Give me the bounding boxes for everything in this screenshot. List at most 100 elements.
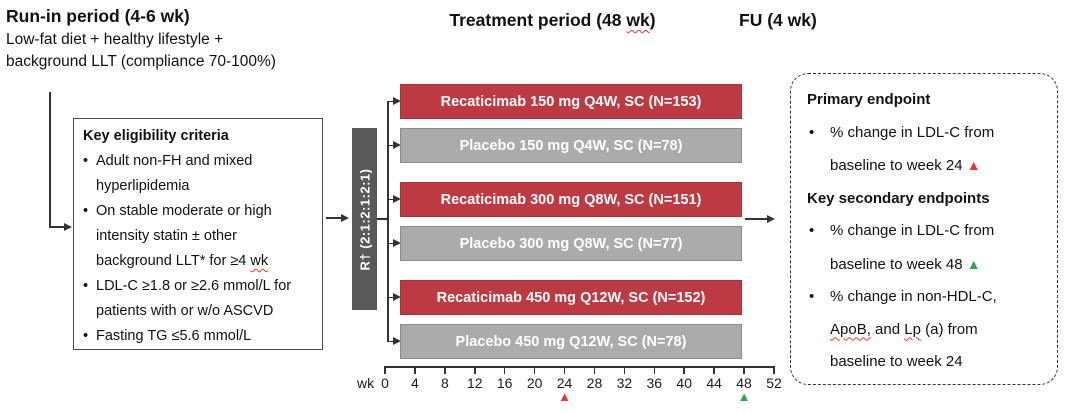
axis-tick (563, 366, 566, 374)
randomization-label: R† (2:1:2:1:2:1) (357, 168, 373, 270)
run-in-connector-vertical-line (49, 92, 51, 227)
secondary-endpoint-2-and: and (875, 320, 901, 338)
secondary-endpoint-2-lp: Lp (904, 320, 921, 338)
eligibility-item-3: • LDL-C ≥1.8 or ≥2.6 mmol/L for patients… (83, 274, 316, 324)
secondary-endpoint-1-line1: % change in LDL-C from (830, 222, 995, 239)
arm-bar-recaticimab-300: Recaticimab 300 mg Q8W, SC (N=151) (400, 182, 742, 217)
arrow-right-icon (767, 214, 775, 223)
arms-to-endpoints-line (745, 218, 768, 220)
bullet-icon: • (83, 328, 89, 344)
secondary-endpoint-1-line2: baseline to week 48 ▲ (830, 248, 1049, 282)
eligibility-to-randomization-line (326, 217, 342, 219)
arrow-right-icon (393, 141, 401, 149)
axis-tick (384, 366, 386, 374)
bullet-icon: • (83, 203, 89, 219)
axis-tick (414, 366, 416, 374)
arrow-right-icon (64, 222, 72, 231)
branch-line-4 (387, 242, 394, 244)
randomization-connector-line (377, 218, 388, 220)
axis-tick (743, 366, 745, 374)
axis-tick-label: 44 (706, 375, 722, 391)
axis-tick (474, 366, 476, 374)
eligibility-item-2-line3-text: background LLT* for ≥4 (96, 253, 247, 269)
secondary-endpoints-title: Key secondary endpoints (807, 189, 990, 207)
axis-tick-label: 4 (411, 375, 419, 391)
treatment-title-wk: wk (626, 10, 650, 30)
branch-line-1 (387, 100, 394, 102)
axis-tick (653, 366, 656, 374)
eligibility-item-4: • Fasting TG ≤5.6 mmol/L (83, 324, 316, 349)
follow-up-title: FU (4 wk) (739, 10, 817, 30)
secondary-endpoint-2-line3: baseline to week 24 (830, 353, 963, 370)
eligibility-item-1: • Adult non-FH and mixed hyperlipidemia (83, 149, 316, 199)
arm-label: Placebo 450 mg Q12W, SC (N=78) (455, 333, 687, 350)
bullet-icon: • (809, 222, 815, 239)
secondary-endpoint-2-line1: % change in non-HDL-C, (830, 288, 997, 305)
secondary-endpoint-item-2: • % change in non-HDL-C, ApoB, and Lp (a… (807, 281, 1049, 379)
red-triangle-icon: ▲ (966, 157, 981, 173)
axis-tick-label: 20 (526, 375, 543, 391)
eligibility-item-4-line1: Fasting TG ≤5.6 mmol/L (96, 328, 252, 344)
eligibility-title: Key eligibility criteria (83, 128, 229, 144)
arrow-right-icon (393, 337, 401, 345)
axis-tick (683, 366, 685, 374)
arm-label: Recaticimab 150 mg Q4W, SC (N=153) (440, 93, 702, 110)
axis-tick (773, 366, 775, 374)
axis-tick-label: 16 (496, 375, 513, 391)
run-in-description-line1: Low-fat diet + healthy lifestyle + (6, 31, 224, 48)
run-in-period-title: Run-in period (4-6 wk) (6, 6, 190, 26)
axis-tick (503, 366, 506, 374)
primary-endpoint-line1: % change in LDL-C from (830, 123, 995, 141)
run-in-description-line2: background LLT (compliance 70-100%) (6, 53, 276, 70)
eligibility-item-1-line2: hyperlipidemia (96, 178, 190, 194)
branch-line-6 (387, 340, 394, 342)
arm-bar-placebo-150: Placebo 150 mg Q4W, SC (N=78) (400, 128, 742, 163)
arm-bar-recaticimab-450: Recaticimab 450 mg Q12W, SC (N=152) (400, 280, 742, 315)
arm-label: Recaticimab 450 mg Q12W, SC (N=152) (436, 289, 706, 306)
arrow-right-icon (341, 213, 349, 222)
axis-tick-label: 8 (440, 375, 449, 391)
secondary-endpoint-2-line2: ApoB, and Lp (a) from (830, 314, 1049, 347)
axis-tick-label: 12 (466, 375, 483, 391)
axis-tick-label: 28 (586, 375, 603, 391)
arm-label: Recaticimab 300 mg Q8W, SC (N=151) (440, 191, 702, 208)
arrow-right-icon (393, 239, 401, 247)
arm-label: Placebo 150 mg Q4W, SC (N=78) (459, 137, 683, 154)
axis-tick-label: 52 (766, 375, 782, 391)
axis-tick (444, 366, 446, 374)
axis-tick (713, 366, 715, 374)
eligibility-item-2-line3-wk: wk (250, 253, 269, 269)
branch-spine-line (387, 101, 389, 342)
axis-tick (593, 366, 596, 374)
axis-tick-label: 40 (676, 375, 693, 391)
primary-endpoint-line2: baseline to week 24 ▲ (830, 149, 1049, 183)
primary-endpoint-line2-text: baseline to week 24 (830, 157, 963, 174)
endpoints-box: Primary endpoint • % change in LDL-C fro… (790, 73, 1058, 385)
treatment-period-title: Treatment period (48 wk) (380, 10, 725, 31)
axis-tick-label: 36 (646, 375, 663, 391)
arrow-right-icon (393, 195, 401, 203)
axis-tick-label: 48 (736, 375, 752, 391)
secondary-endpoint-1-line2-text: baseline to week 48 (830, 255, 963, 273)
run-in-connector-horizontal-line (49, 226, 65, 228)
arm-bar-placebo-300: Placebo 300 mg Q8W, SC (N=77) (400, 226, 742, 261)
axis-tick (623, 366, 626, 374)
eligibility-criteria-box: Key eligibility criteria • Adult non-FH … (73, 118, 323, 350)
bullet-icon: • (809, 288, 815, 305)
axis-unit-label: wk (357, 375, 375, 391)
run-in-period-description: Low-fat diet + healthy lifestyle + backg… (6, 29, 276, 73)
arrow-right-icon (393, 97, 401, 105)
green-triangle-icon: ▲ (737, 389, 751, 404)
axis-tick-label: 24 (556, 375, 573, 391)
arm-bar-placebo-450: Placebo 450 mg Q12W, SC (N=78) (400, 324, 742, 359)
primary-endpoint-title: Primary endpoint (807, 91, 931, 108)
eligibility-item-2-line3: background LLT* for ≥4 wk (96, 249, 316, 274)
week-axis: wk 0 4 8 12 16 20 24 28 32 36 40 44 48 52 ▲ ▲ (357, 366, 782, 412)
bullet-icon: • (83, 278, 89, 294)
bullet-icon: • (809, 123, 815, 141)
arm-bar-recaticimab-150: Recaticimab 150 mg Q4W, SC (N=153) (400, 84, 742, 119)
treatment-title-close: ) (649, 10, 656, 30)
eligibility-item-2-line2: intensity statin ± other (96, 228, 237, 244)
secondary-endpoint-item-1: • % change in LDL-C from baseline to wee… (807, 215, 1049, 281)
